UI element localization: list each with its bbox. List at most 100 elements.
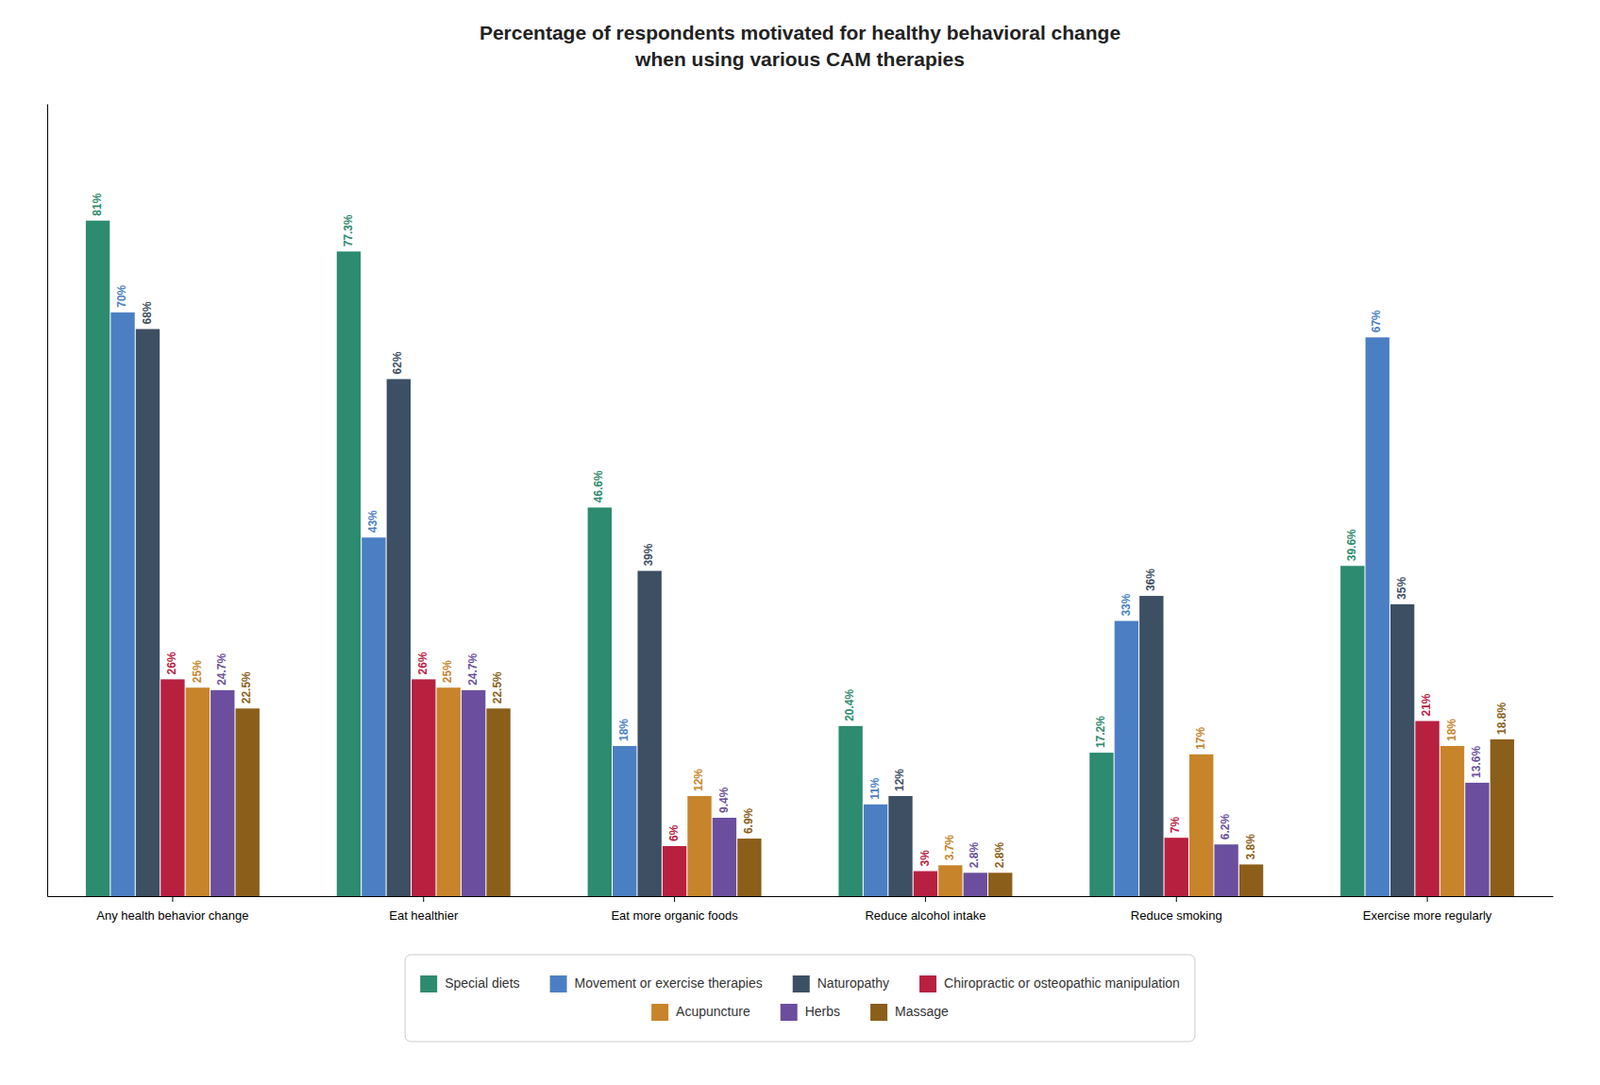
- bar: [687, 795, 711, 896]
- data-label: 68%: [140, 301, 154, 324]
- bar: [361, 537, 386, 896]
- x-tick-label: Reduce alcohol intake: [864, 908, 986, 923]
- x-tick: Reduce smoking: [1130, 895, 1223, 923]
- x-tick-label: Eat healthier: [388, 908, 459, 923]
- data-label: 62%: [390, 351, 405, 374]
- legend-label: Acupuncture: [675, 1003, 751, 1019]
- x-tick: Any health behavior change: [96, 895, 249, 923]
- series: [85, 220, 1365, 896]
- x-tick-mark: [1427, 895, 1429, 902]
- data-label: 24.7%: [215, 653, 229, 686]
- legend-label: Naturopathy: [817, 975, 890, 991]
- data-label: 22.5%: [490, 671, 505, 704]
- bar: [85, 220, 110, 896]
- data-label: 39%: [641, 542, 656, 566]
- bar: [1189, 754, 1213, 896]
- legend-swatch: [792, 975, 810, 993]
- bar: [387, 378, 411, 896]
- series: [235, 707, 1516, 896]
- data-label: 33%: [1119, 592, 1133, 616]
- bar: [938, 864, 962, 896]
- data-label: 20.4%: [842, 688, 857, 721]
- legend-item: Special diets: [420, 975, 520, 993]
- bar: [135, 328, 160, 896]
- x-axis-line: [48, 895, 1554, 897]
- bar: [662, 845, 687, 896]
- bar: [913, 871, 938, 896]
- legend-label: Special diets: [444, 975, 520, 991]
- data-label: 3.8%: [1244, 833, 1258, 860]
- y-axis: [47, 104, 49, 897]
- data-label: 6.9%: [741, 807, 756, 834]
- bar: [160, 678, 185, 896]
- data-label: 77.3%: [341, 214, 355, 247]
- data-label: 36%: [1144, 568, 1158, 591]
- data-label: 18.8%: [1495, 702, 1509, 735]
- data-label: 25%: [190, 659, 204, 683]
- legend-item: Movement or exercise therapies: [550, 975, 763, 993]
- legend-item: Chiropractic or osteopathic manipulation: [919, 975, 1180, 993]
- bar: [712, 817, 737, 896]
- bar: [1365, 336, 1390, 896]
- bar: [486, 707, 510, 896]
- legend-label: Movement or exercise therapies: [574, 975, 763, 991]
- data-label: 21%: [1419, 692, 1433, 716]
- bar: [1139, 595, 1163, 896]
- bar: [436, 687, 460, 896]
- x-tick: Exercise more regularly: [1363, 895, 1493, 923]
- title-line: when using various CAM therapies: [634, 48, 965, 70]
- bar: [1239, 863, 1264, 896]
- data-label: 22.5%: [239, 671, 253, 704]
- data-label: 2.8%: [993, 842, 1007, 869]
- bar: [461, 690, 486, 896]
- bar: [1164, 837, 1189, 896]
- data-labels: 81%77.3%46.6%20.4%17.2%39.6%70%43%18%11%…: [90, 192, 1509, 868]
- chart: Percentage of respondents motivated for …: [0, 0, 1600, 1085]
- legend-swatch: [870, 1003, 888, 1021]
- bar: [888, 795, 912, 896]
- y-axis-line: [47, 104, 49, 897]
- bar: [336, 251, 361, 896]
- data-label: 3.7%: [943, 834, 957, 861]
- x-tick-label: Reduce smoking: [1130, 908, 1223, 923]
- data-label: 26%: [416, 651, 430, 674]
- bar: [1390, 604, 1415, 896]
- series: [185, 687, 1466, 896]
- x-tick: Reduce alcohol intake: [864, 895, 986, 923]
- data-label: 70%: [115, 284, 129, 307]
- bar: [1089, 752, 1113, 896]
- legend-label: Herbs: [805, 1003, 841, 1019]
- bar: [1490, 739, 1515, 896]
- data-label: 13.6%: [1469, 745, 1483, 778]
- bar: [863, 804, 888, 896]
- legend-item: Massage: [870, 1003, 949, 1021]
- bar: [737, 838, 761, 896]
- title-line: Percentage of respondents motivated for …: [479, 21, 1121, 44]
- bar: [1213, 843, 1238, 896]
- data-label: 35%: [1395, 576, 1409, 600]
- bar: [235, 707, 260, 896]
- title: Percentage of respondents motivated for …: [479, 21, 1121, 70]
- data-label: 9.4%: [717, 786, 731, 813]
- bar: [1465, 782, 1489, 896]
- data-label: 17%: [1194, 726, 1208, 750]
- x-tick: Eat healthier: [388, 895, 459, 923]
- bar: [1414, 721, 1439, 896]
- data-label: 3%: [918, 849, 932, 867]
- x-tick-mark: [673, 895, 675, 902]
- data-label: 12%: [691, 768, 706, 792]
- data-label: 81%: [90, 192, 104, 216]
- data-label: 6%: [667, 824, 681, 842]
- bar: [1114, 621, 1139, 896]
- bar: [411, 678, 436, 896]
- bar: [1440, 745, 1465, 896]
- bar: [838, 725, 862, 896]
- legend-swatch: [651, 1003, 669, 1021]
- bar: [612, 745, 637, 896]
- data-label: 18%: [617, 718, 631, 742]
- data-label: 26%: [165, 651, 179, 674]
- series: [135, 328, 1415, 896]
- legend-swatch: [780, 1003, 798, 1021]
- legend: Special diets Movement or exercise therap…: [404, 954, 1196, 1042]
- data-label: 7%: [1168, 816, 1182, 834]
